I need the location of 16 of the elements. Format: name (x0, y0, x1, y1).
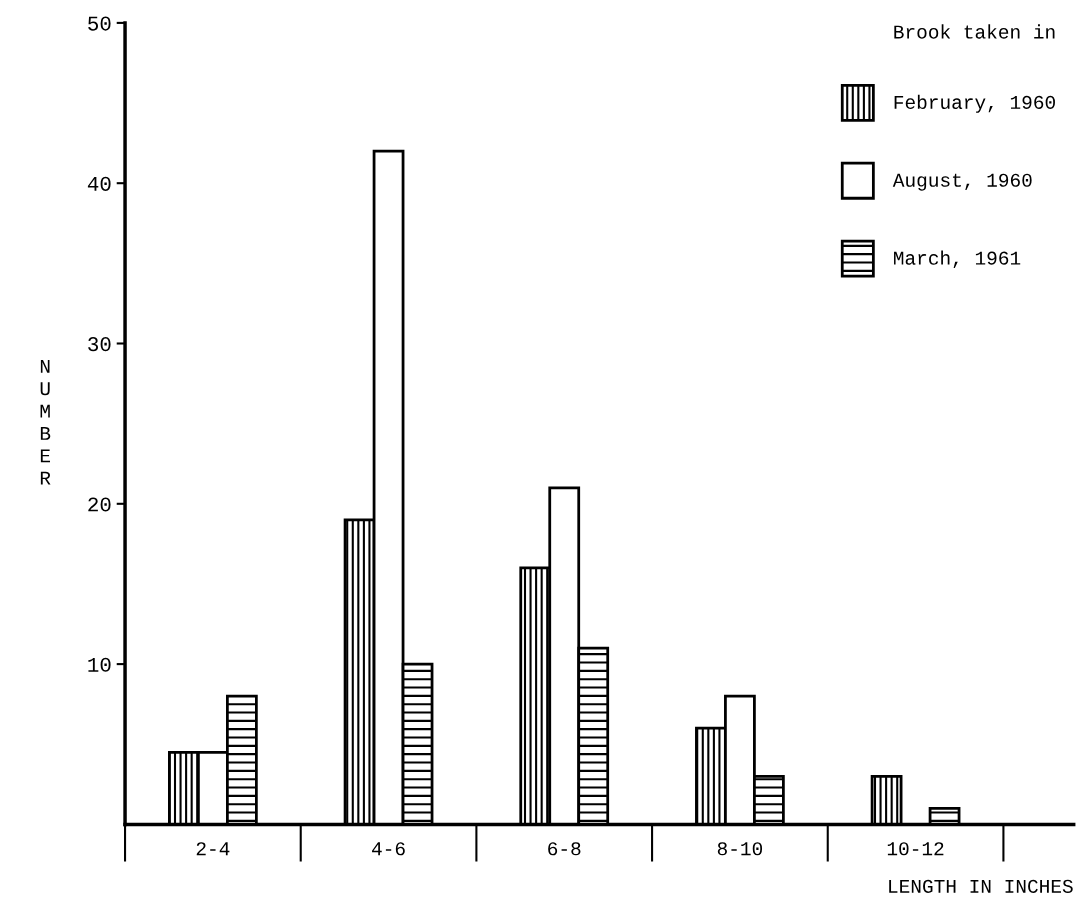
x-tick-label: 2-4 (196, 842, 230, 856)
legend-title: Brook taken in (894, 24, 1055, 39)
y-axis-title: NUMBER (40, 359, 51, 485)
legend-label: February, 1960 (894, 94, 1055, 113)
x-tick-label: 6-8 (548, 842, 581, 856)
legend-label: March, 1961 (894, 250, 1021, 268)
legend-label: August, 1960 (892, 173, 1032, 191)
x-tick-label: 8-10 (717, 842, 763, 856)
x-tick-label: 4-6 (372, 842, 405, 856)
x-tick-label: 10-12 (887, 842, 944, 856)
y-tick-label: 50 (88, 16, 111, 31)
y-tick-label: 20 (88, 497, 111, 512)
x-axis-title: LENGTH IN INCHES (889, 879, 1073, 893)
y-tick-label: 40 (87, 176, 111, 191)
y-tick-label: 30 (88, 337, 111, 352)
y-tick-label: 10 (88, 657, 111, 672)
